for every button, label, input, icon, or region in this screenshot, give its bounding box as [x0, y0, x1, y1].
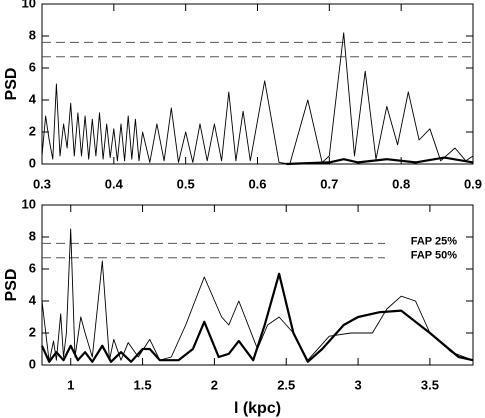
x-tick-label: 3: [354, 377, 361, 392]
y-tick-label: 2: [29, 123, 36, 138]
psd-line: [41, 228, 474, 363]
x-tick-label: 0.3: [33, 176, 51, 191]
x-tick-label: 0.5: [177, 176, 195, 191]
y-tick-label: 10: [22, 0, 36, 10]
y-tick-label: 4: [29, 91, 37, 106]
x-tick-label: 0.6: [248, 176, 266, 191]
y-tick-label: 2: [29, 324, 36, 339]
plot-frame: [41, 3, 474, 165]
psd-line: [41, 32, 474, 165]
y-tick-label: 8: [29, 228, 36, 243]
plot-frame: [41, 204, 474, 366]
x-axis-label: l (kpc): [234, 400, 281, 417]
x-tick-label: 0.7: [320, 176, 338, 191]
x-tick-label: 0.8: [392, 176, 410, 191]
y-tick-label: 4: [29, 292, 37, 307]
y-axis-label: PSD: [3, 269, 20, 302]
y-axis-label: PSD: [3, 68, 20, 101]
y-tick-label: 6: [29, 59, 36, 74]
x-tick-label: 2: [211, 377, 218, 392]
x-tick-label: 3.5: [421, 377, 439, 392]
psd-line: [40, 272, 474, 363]
y-tick-label: 8: [29, 27, 36, 42]
x-tick-label: 0.9: [464, 176, 482, 191]
x-tick-label: 1: [67, 377, 74, 392]
y-tick-label: 0: [29, 356, 36, 371]
x-tick-label: 0.4: [105, 176, 124, 191]
y-tick-label: 0: [29, 155, 36, 170]
y-tick-label: 10: [22, 196, 36, 211]
y-tick-label: 6: [29, 260, 36, 275]
fap-label: FAP 50%: [411, 250, 457, 262]
psd-line: [286, 156, 474, 166]
x-tick-label: 1.5: [134, 377, 152, 392]
x-tick-label: 2.5: [277, 377, 295, 392]
fap-label: FAP 25%: [411, 235, 457, 247]
